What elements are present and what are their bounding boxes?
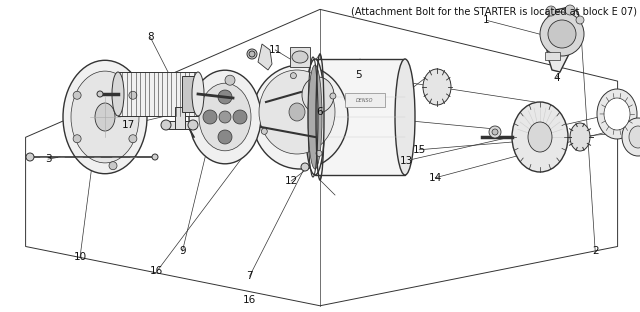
Bar [545, 52, 560, 60]
Bar [315, 59, 405, 175]
Ellipse shape [252, 65, 348, 169]
Circle shape [247, 49, 257, 59]
Text: 13: 13 [400, 156, 413, 166]
Text: 10: 10 [74, 252, 86, 262]
Ellipse shape [189, 70, 261, 164]
Ellipse shape [199, 83, 251, 151]
Ellipse shape [289, 103, 305, 121]
Ellipse shape [259, 70, 335, 154]
Ellipse shape [192, 72, 204, 116]
Polygon shape [217, 82, 252, 132]
Polygon shape [258, 44, 272, 70]
Ellipse shape [292, 51, 308, 63]
Text: 3: 3 [45, 154, 51, 164]
Ellipse shape [528, 122, 552, 152]
Ellipse shape [63, 60, 147, 174]
Bar [346, 99, 364, 135]
Text: 16: 16 [150, 266, 163, 276]
Ellipse shape [512, 102, 568, 172]
Circle shape [225, 75, 235, 85]
Ellipse shape [622, 118, 640, 156]
Ellipse shape [112, 72, 124, 116]
Circle shape [489, 126, 501, 138]
Text: 4: 4 [554, 73, 560, 83]
Circle shape [161, 120, 171, 130]
Text: 6: 6 [317, 107, 323, 117]
Circle shape [188, 120, 198, 130]
Circle shape [73, 135, 81, 143]
Circle shape [73, 91, 81, 99]
Circle shape [565, 5, 575, 15]
Text: 12: 12 [285, 176, 298, 186]
Circle shape [540, 12, 584, 56]
Ellipse shape [71, 71, 139, 163]
Circle shape [152, 154, 158, 160]
Ellipse shape [305, 59, 325, 175]
Circle shape [548, 20, 576, 48]
Text: 11: 11 [269, 45, 282, 55]
Circle shape [249, 51, 255, 57]
Circle shape [109, 162, 117, 170]
Circle shape [576, 16, 584, 24]
Ellipse shape [302, 77, 334, 113]
Bar [345, 93, 385, 107]
Circle shape [218, 90, 232, 104]
Text: 8: 8 [147, 32, 154, 42]
Bar [165, 121, 195, 129]
Ellipse shape [95, 103, 115, 131]
Text: 2: 2 [592, 246, 598, 256]
Text: 5: 5 [355, 70, 362, 80]
Text: DENSO: DENSO [356, 97, 374, 103]
Polygon shape [545, 7, 580, 72]
Circle shape [301, 163, 309, 171]
Bar [118, 72, 198, 116]
Circle shape [330, 93, 336, 99]
Circle shape [203, 110, 217, 124]
Circle shape [218, 130, 232, 144]
Text: 14: 14 [429, 173, 442, 183]
Text: 17: 17 [122, 120, 134, 130]
Circle shape [129, 135, 137, 143]
Circle shape [219, 111, 231, 123]
Circle shape [546, 6, 556, 16]
Circle shape [261, 128, 268, 134]
Ellipse shape [308, 65, 322, 169]
Ellipse shape [604, 98, 630, 130]
Circle shape [97, 91, 103, 97]
Text: (Attachment Bolt for the STARTER is located at block E 07): (Attachment Bolt for the STARTER is loca… [351, 7, 637, 17]
Text: 1: 1 [483, 15, 490, 25]
Circle shape [492, 129, 498, 135]
Bar [290, 47, 310, 67]
Ellipse shape [570, 123, 590, 151]
Ellipse shape [597, 89, 637, 139]
Circle shape [26, 153, 34, 161]
Ellipse shape [629, 126, 640, 148]
Ellipse shape [423, 69, 451, 105]
Circle shape [316, 150, 322, 156]
Ellipse shape [395, 59, 415, 175]
Circle shape [129, 91, 137, 99]
Text: 15: 15 [413, 145, 426, 155]
Text: 9: 9 [179, 246, 186, 256]
Circle shape [291, 73, 296, 79]
Circle shape [233, 110, 247, 124]
Bar [175, 107, 185, 129]
Text: 7: 7 [246, 271, 253, 281]
Bar [182, 76, 198, 112]
Text: 16: 16 [243, 295, 256, 305]
